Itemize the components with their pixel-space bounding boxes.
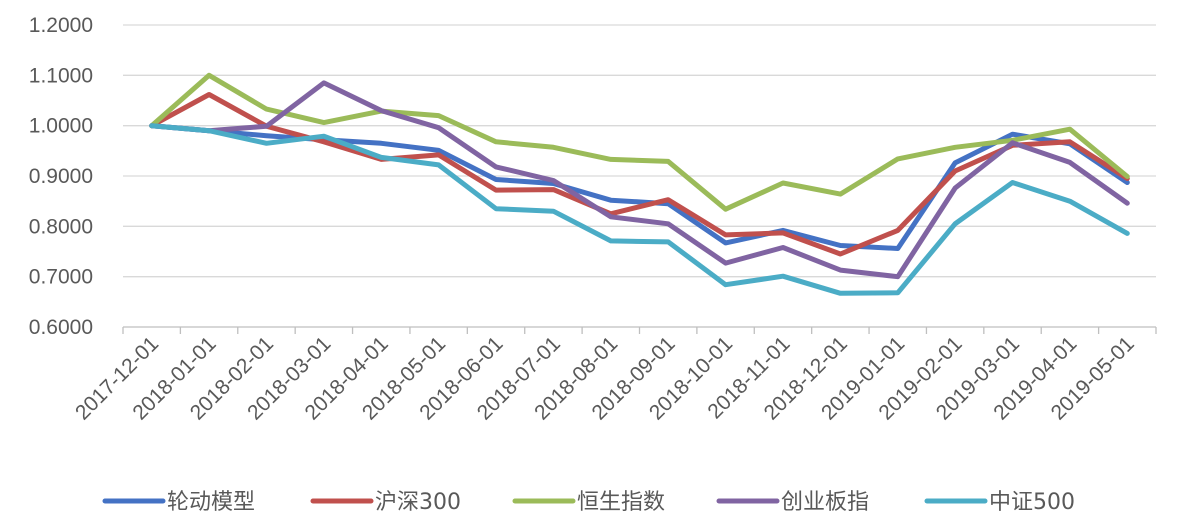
y-tick-label: 1.2000 (29, 14, 93, 37)
y-tick-labels: 0.6000 0.7000 0.8000 0.9000 1.0000 1.1000 1.20… (29, 14, 93, 339)
legend-label: 中证500 (989, 490, 1075, 515)
y-tick-label: 1.0000 (29, 115, 93, 138)
y-tick-label: 0.7000 (29, 266, 93, 289)
series-line (149, 123, 1130, 296)
series-line (149, 80, 1130, 280)
legend-label: 创业板指 (781, 490, 869, 515)
legend: 轮动模型 沪深300 恒生指数 创业板指 中证500 (102, 490, 1075, 515)
y-tick-label: 0.8000 (29, 215, 93, 238)
series-lines (149, 72, 1130, 296)
y-tick-label: 0.6000 (29, 316, 93, 339)
legend-label: 恒生指数 (577, 490, 665, 515)
axes (122, 326, 1157, 334)
y-tick-label: 1.1000 (29, 64, 93, 87)
legend-label: 轮动模型 (167, 490, 255, 515)
y-tick-label: 0.9000 (29, 165, 93, 188)
series-line (149, 72, 1130, 212)
grid-lines (123, 24, 1156, 278)
x-tick-labels: 2017-12-012018-01-012018-02-012018-03-01… (71, 332, 1139, 424)
legend-label: 沪深300 (375, 490, 461, 515)
